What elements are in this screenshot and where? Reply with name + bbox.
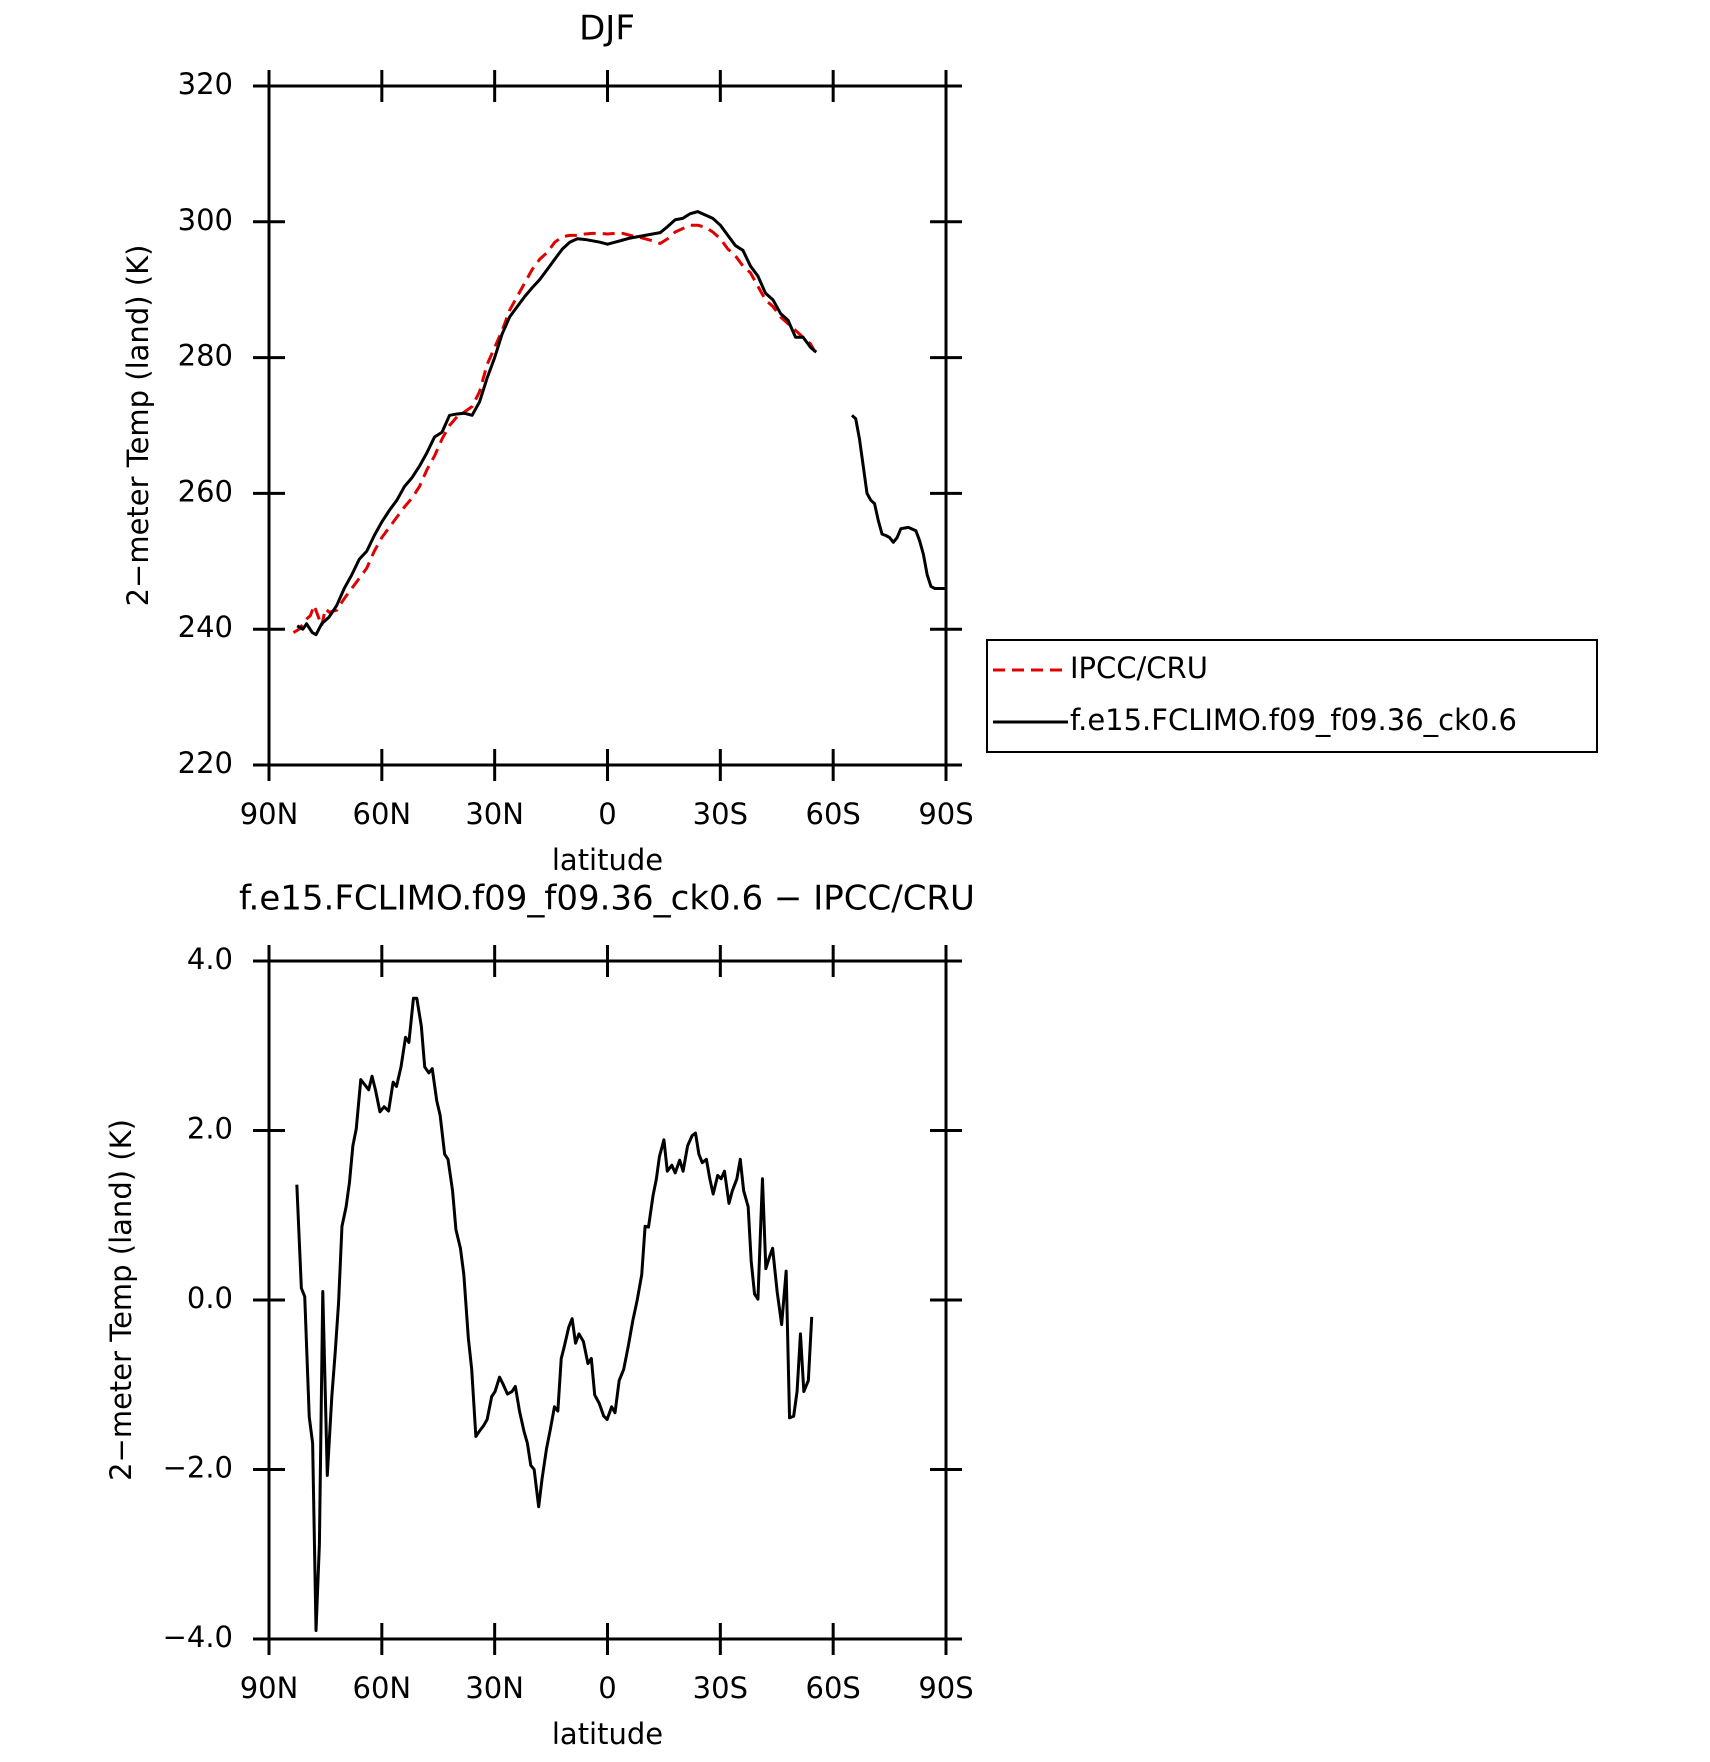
y-axis-label: 2−meter Temp (land) (K) [121, 245, 155, 607]
x-tick-label: 60N [353, 1671, 412, 1705]
y-tick-label: 0.0 [187, 1281, 233, 1315]
x-tick-label: 30N [465, 1671, 524, 1705]
legend-label: IPCC/CRU [1070, 651, 1208, 685]
x-tick-label: 30N [465, 797, 524, 831]
y-tick-label: 320 [178, 67, 233, 101]
x-tick-label: 30S [693, 1671, 748, 1705]
y-tick-label: 260 [178, 474, 233, 508]
x-axis-label: latitude [552, 1717, 663, 1751]
data-line [295, 996, 814, 1633]
y-tick-label: 240 [178, 610, 233, 644]
x-tick-label: 90N [240, 1671, 299, 1705]
plot-frame [267, 84, 948, 767]
x-tick-label: 60S [806, 797, 861, 831]
x-tick-label: 90S [918, 797, 973, 831]
y-tick-label: 2.0 [187, 1112, 233, 1146]
x-tick-label: 60N [353, 797, 412, 831]
y-tick-label: 280 [178, 339, 233, 373]
x-tick-label: 60S [806, 1671, 861, 1705]
y-axis-label: 2−meter Temp (land) (K) [104, 1119, 138, 1481]
chart-title: DJF [579, 9, 635, 49]
legend-box [986, 639, 1598, 753]
x-tick-label: 90S [918, 1671, 973, 1705]
x-tick-label: 0 [598, 1671, 616, 1705]
legend-label: f.e15.FCLIMO.f09_f09.36_ck0.6 [1070, 703, 1517, 737]
data-line [292, 223, 819, 634]
x-tick-label: 30S [693, 797, 748, 831]
chart-title: f.e15.FCLIMO.f09_f09.36_ck0.6 − IPCC/CRU [239, 879, 975, 919]
data-line [296, 210, 946, 637]
y-tick-label: −4.0 [163, 1620, 233, 1654]
y-tick-label: −2.0 [163, 1451, 233, 1485]
plot-frame [267, 959, 948, 1641]
x-axis-label: latitude [552, 843, 663, 877]
y-tick-label: 300 [178, 203, 233, 237]
y-tick-label: 220 [178, 746, 233, 780]
y-tick-label: 4.0 [187, 942, 233, 976]
x-tick-label: 0 [598, 797, 616, 831]
x-tick-label: 90N [240, 797, 299, 831]
